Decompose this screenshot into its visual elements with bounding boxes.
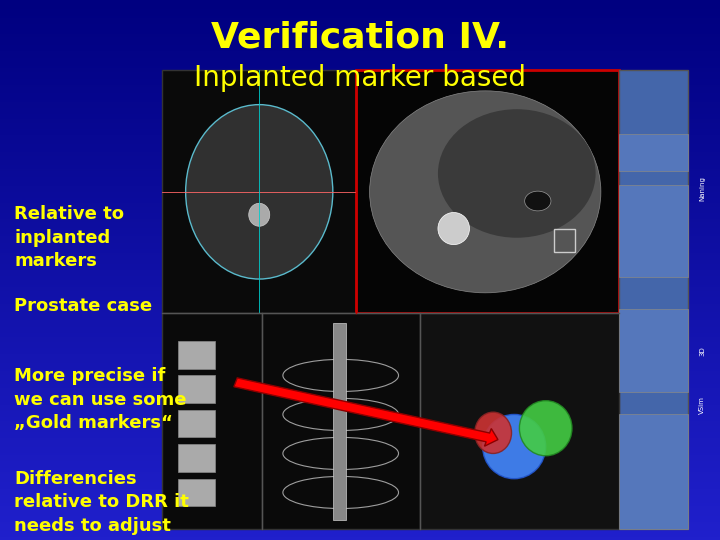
Bar [178, 375, 215, 403]
Text: VSim: VSim [699, 396, 705, 414]
Ellipse shape [438, 212, 469, 245]
Bar [619, 415, 688, 529]
Bar [178, 444, 215, 472]
Text: Prostate case: Prostate case [14, 297, 153, 315]
Text: Inplanted marker based: Inplanted marker based [194, 64, 526, 92]
Bar [162, 70, 356, 313]
Ellipse shape [248, 203, 270, 226]
Bar [619, 70, 688, 529]
Text: Verification IV.: Verification IV. [211, 21, 509, 55]
Ellipse shape [369, 91, 601, 293]
Ellipse shape [474, 412, 511, 454]
Ellipse shape [482, 415, 546, 479]
Bar [619, 185, 688, 276]
Ellipse shape [519, 401, 572, 456]
Circle shape [525, 191, 551, 211]
Text: Naning: Naning [699, 177, 705, 201]
Bar [356, 70, 619, 313]
Text: Relative to
inplanted
markers: Relative to inplanted markers [14, 205, 125, 271]
Bar [333, 323, 346, 520]
FancyArrow shape [234, 378, 498, 446]
Bar [619, 309, 688, 392]
Bar [262, 313, 420, 529]
Text: Differencies
relative to DRR it
needs to adjust: Differencies relative to DRR it needs to… [14, 470, 189, 535]
Bar [178, 410, 215, 437]
Ellipse shape [438, 109, 595, 238]
Bar [619, 134, 688, 171]
Text: 3D: 3D [699, 346, 705, 356]
Bar [162, 313, 262, 529]
Ellipse shape [186, 105, 333, 279]
Bar [420, 313, 619, 529]
Bar [162, 70, 688, 529]
Bar [554, 228, 575, 252]
Bar [178, 341, 215, 368]
Text: More precise if
we can use some
„Gold markers“: More precise if we can use some „Gold ma… [14, 367, 187, 433]
Bar [178, 479, 215, 507]
